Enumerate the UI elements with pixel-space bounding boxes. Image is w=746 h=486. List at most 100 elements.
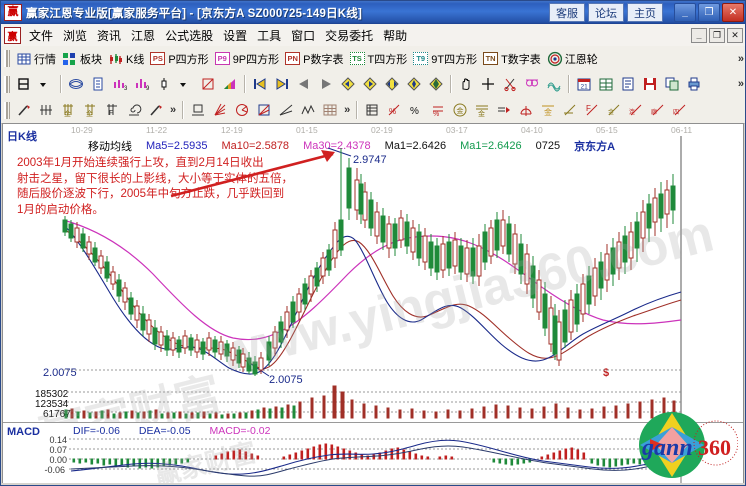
pan-left-button[interactable] xyxy=(404,74,424,94)
toolbar3-group2-chevron[interactable]: » xyxy=(344,104,351,116)
j-line-button[interactable] xyxy=(560,100,580,120)
toolbar2-overflow-chevron[interactable]: » xyxy=(737,78,744,90)
next-button[interactable] xyxy=(316,74,336,94)
toolbar-grip[interactable] xyxy=(4,50,10,67)
zigzag-button[interactable] xyxy=(298,100,318,120)
report-button[interactable] xyxy=(618,74,638,94)
chain-line-button[interactable]: 连 xyxy=(626,100,646,120)
zoom-left-button[interactable] xyxy=(338,74,358,94)
pen-tool-button[interactable] xyxy=(14,100,34,120)
homepage-button[interactable]: 主页 xyxy=(627,3,663,22)
gann-fan-gold2-button[interactable]: 金 xyxy=(80,100,100,120)
9p-square-button[interactable]: P9 9P四方形 xyxy=(213,49,281,69)
net-view-button[interactable] xyxy=(66,74,86,94)
kline-3-button[interactable]: 3 xyxy=(110,74,130,94)
circle-fan-button[interactable] xyxy=(232,100,252,120)
scissors-button[interactable] xyxy=(500,74,520,94)
menu-item-tools[interactable]: 工具 xyxy=(257,28,282,43)
p-square-button[interactable]: PS P四方形 xyxy=(148,49,210,69)
period-dropdown-button[interactable] xyxy=(36,74,56,94)
crosshair-button[interactable] xyxy=(478,74,498,94)
toolbar2-grip[interactable] xyxy=(4,75,10,93)
percent-red-button[interactable]: % xyxy=(384,100,404,120)
menu-item-file[interactable]: 文件 xyxy=(29,28,54,43)
maximize-button[interactable]: ❐ xyxy=(698,3,720,22)
zoom-right-button[interactable] xyxy=(360,74,380,94)
grid-box-button[interactable] xyxy=(320,100,340,120)
pen2-tool-button[interactable] xyxy=(146,100,166,120)
calendar-button[interactable]: 21 xyxy=(574,74,594,94)
percent-button[interactable]: % xyxy=(406,100,426,120)
gann-fan-gold-button[interactable]: 金 xyxy=(58,100,78,120)
angle-tool-button[interactable] xyxy=(276,100,296,120)
levels-button[interactable] xyxy=(362,100,382,120)
rect-tool-button[interactable] xyxy=(188,100,208,120)
candle-dropdown-button[interactable] xyxy=(176,74,196,94)
bracket-line-button[interactable]: 廊 xyxy=(648,100,668,120)
hand-tool-button[interactable] xyxy=(456,74,476,94)
close-button[interactable]: ✕ xyxy=(722,3,744,22)
menu-item-trade[interactable]: 交易委托 xyxy=(325,28,374,43)
list-view-button[interactable] xyxy=(88,74,108,94)
fibo-f-button[interactable]: F xyxy=(102,100,122,120)
f-line-button[interactable]: F xyxy=(582,100,602,120)
single-candle-button[interactable] xyxy=(154,74,174,94)
first-page-button[interactable] xyxy=(250,74,270,94)
zoom-both-button[interactable] xyxy=(382,74,402,94)
menu-item-window[interactable]: 窗口 xyxy=(291,28,316,43)
last-page-button[interactable] xyxy=(272,74,292,94)
spectrum-button[interactable] xyxy=(220,74,240,94)
spiral-button[interactable] xyxy=(124,100,144,120)
arc-button[interactable] xyxy=(516,100,536,120)
kline-9-button[interactable]: 9 xyxy=(132,74,152,94)
copy-button[interactable] xyxy=(662,74,682,94)
gold-tool-button[interactable]: 金 xyxy=(538,100,558,120)
p-number-table-button[interactable]: PN P数字表 xyxy=(283,49,345,69)
9t-square-button[interactable]: T9 9T四方形 xyxy=(411,49,479,69)
customer-service-button[interactable]: 客服 xyxy=(549,3,585,22)
kline-button[interactable]: K线 xyxy=(106,49,146,69)
flower-button[interactable] xyxy=(522,74,542,94)
drawing-tools-button[interactable] xyxy=(198,74,218,94)
toolbar3-group1-chevron[interactable]: » xyxy=(170,104,177,116)
window-title: 赢家江恩专业版[赢家服务平台] - [京东方A SZ000725-149日K线] xyxy=(26,7,363,20)
toolbar-overflow-chevron[interactable]: » xyxy=(737,52,744,65)
four-line-button[interactable]: 四 xyxy=(670,100,690,120)
wave-button[interactable] xyxy=(544,74,564,94)
gann-wheel-button[interactable]: 江恩轮 xyxy=(545,49,600,69)
menu-item-settings[interactable]: 设置 xyxy=(223,28,248,43)
forum-button[interactable]: 论坛 xyxy=(588,3,624,22)
grid-lines-button[interactable] xyxy=(36,100,56,120)
kline-panel[interactable]: 日K线 10-29 11-22 12-19 01-15 02-19 03-17 … xyxy=(3,124,743,462)
menu-item-browse[interactable]: 浏览 xyxy=(63,28,88,43)
save-button[interactable] xyxy=(640,74,660,94)
gold-circle-button[interactable]: 金 xyxy=(450,100,470,120)
chart-workspace[interactable]: 日K线 10-29 11-22 12-19 01-15 02-19 03-17 … xyxy=(2,123,744,485)
menu-item-help[interactable]: 帮助 xyxy=(383,28,408,43)
macd-panel[interactable]: MACD DIF=-0.06 DEA=-0.05 MACD=-0.02 0.14… xyxy=(3,422,743,484)
print-button[interactable] xyxy=(684,74,704,94)
square-fan-button[interactable] xyxy=(254,100,274,120)
sector-button[interactable]: 板块 xyxy=(60,49,104,69)
table-button[interactable] xyxy=(596,74,616,94)
minimize-button[interactable]: _ xyxy=(674,3,696,22)
prev-button[interactable] xyxy=(294,74,314,94)
menu-item-gann[interactable]: 江恩 xyxy=(131,28,156,43)
menu-item-formula-stock-pick[interactable]: 公式选股 xyxy=(165,28,214,43)
mdi-close-button[interactable]: ✕ xyxy=(727,27,743,43)
quotes-button[interactable]: 行情 xyxy=(14,49,58,69)
menu-item-news[interactable]: 资讯 xyxy=(97,28,122,43)
pan-right-button[interactable] xyxy=(426,74,446,94)
t-number-table-button[interactable]: TN T数字表 xyxy=(481,49,543,69)
fan-red-button[interactable] xyxy=(210,100,230,120)
mdi-restore-button[interactable]: ❐ xyxy=(709,27,725,43)
t-square-button[interactable]: TS T四方形 xyxy=(348,49,410,69)
period-day-button[interactable] xyxy=(14,74,34,94)
percent-green-button[interactable]: % xyxy=(428,100,448,120)
mdi-minimize-button[interactable]: _ xyxy=(691,27,707,43)
wheel-icon xyxy=(547,51,563,67)
pen-red-button[interactable] xyxy=(494,100,514,120)
gold-level-button[interactable]: 金 xyxy=(472,100,492,120)
toolbar3-grip[interactable] xyxy=(4,101,10,119)
gold-line-button[interactable]: 金 xyxy=(604,100,624,120)
